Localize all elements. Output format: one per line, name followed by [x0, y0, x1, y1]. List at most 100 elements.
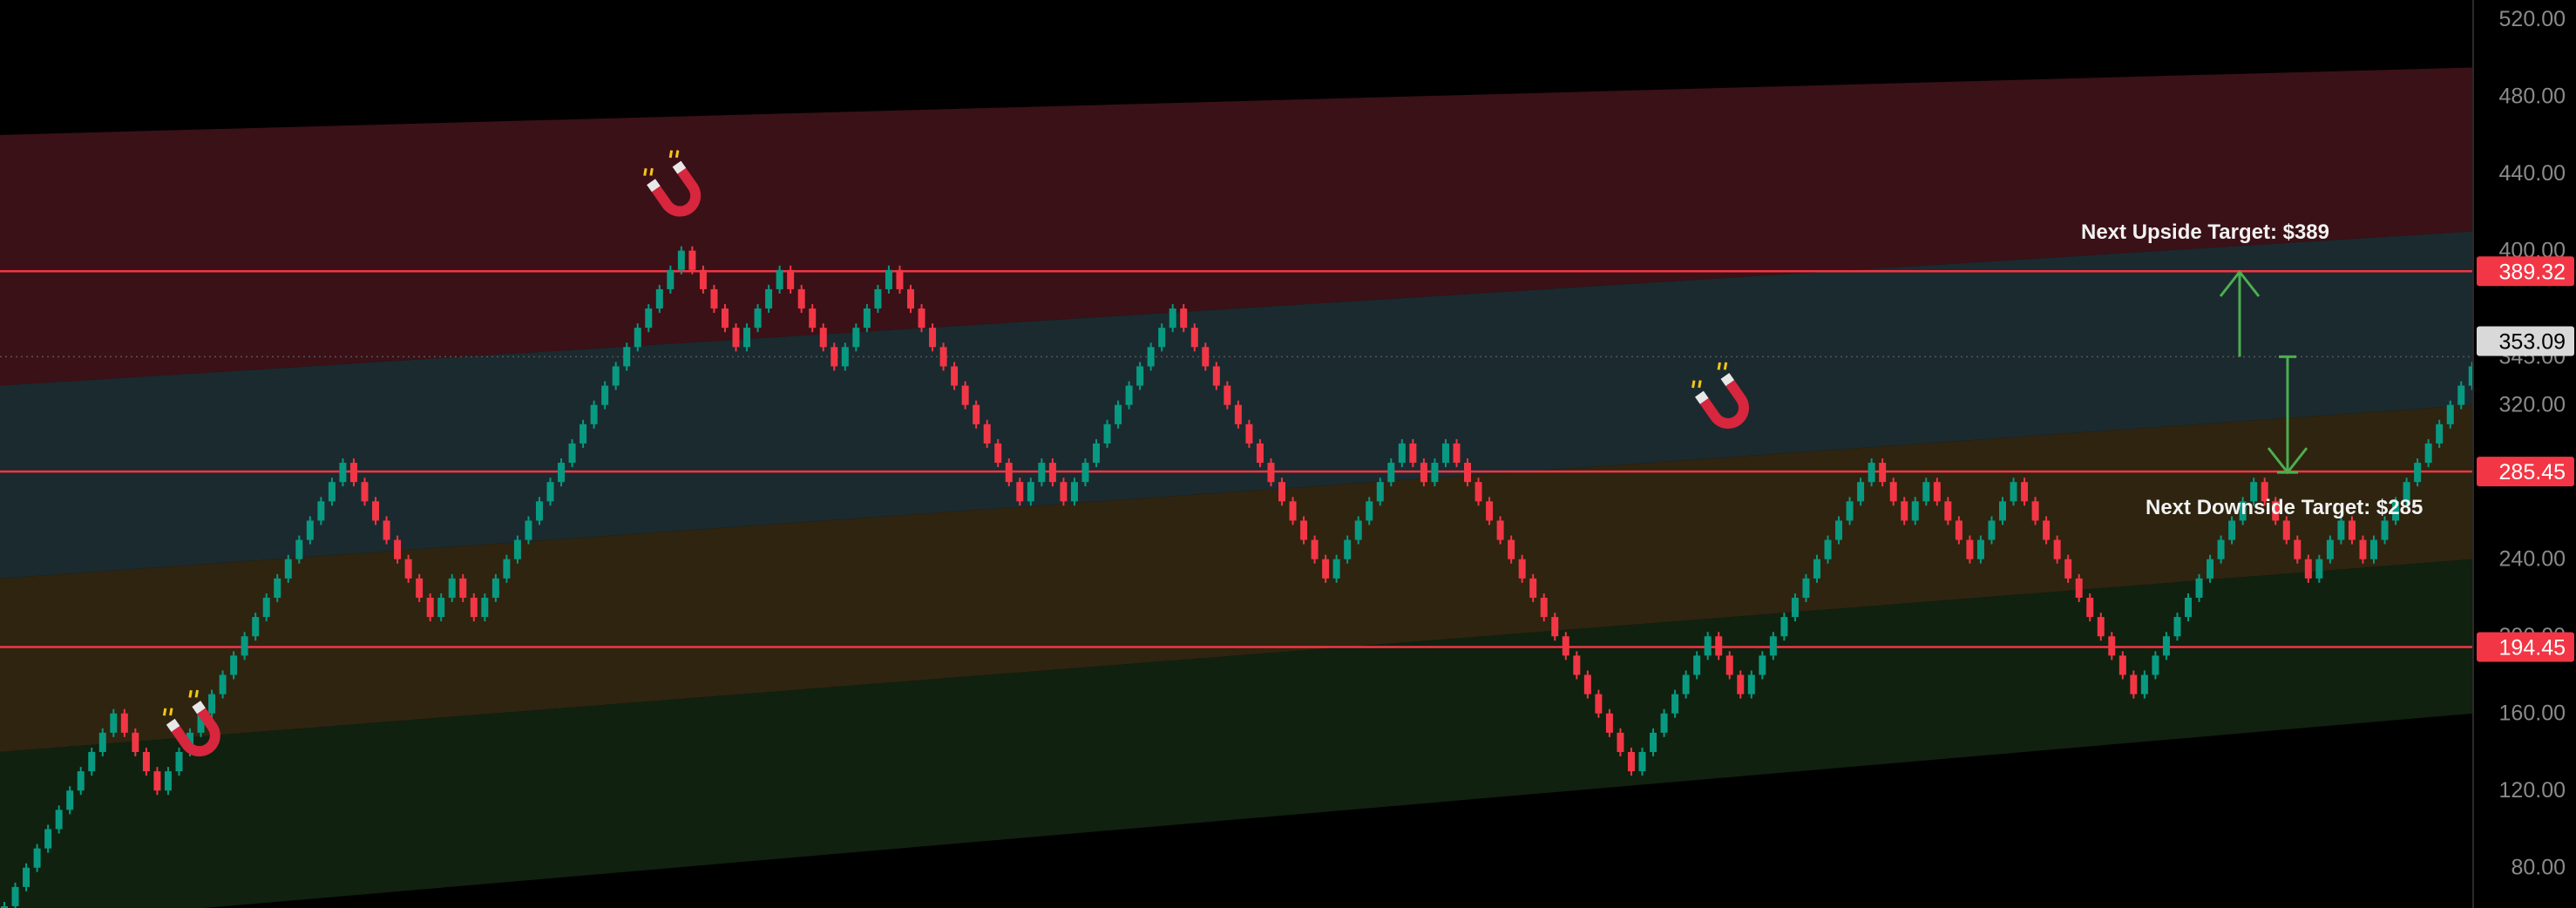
- renko-brick: [77, 771, 85, 791]
- renko-brick: [1278, 482, 1286, 502]
- renko-brick: [372, 501, 380, 521]
- renko-brick: [1846, 501, 1854, 521]
- renko-brick: [1879, 463, 1887, 483]
- renko-brick: [2031, 501, 2039, 521]
- renko-brick: [1224, 385, 1231, 405]
- renko-brick: [1093, 443, 1100, 464]
- renko-brick: [634, 328, 641, 348]
- renko-brick: [973, 404, 980, 424]
- renko-brick: [110, 713, 118, 733]
- renko-brick: [2043, 520, 2051, 540]
- magnet-pole: [672, 160, 687, 174]
- magnet-icon-center: [1691, 362, 1750, 429]
- renko-brick: [470, 597, 478, 618]
- band-amber: [0, 404, 2473, 752]
- renko-brick: [120, 713, 128, 733]
- renko-brick: [1824, 539, 1832, 559]
- renko-brick: [1453, 443, 1461, 464]
- renko-brick: [1245, 424, 1253, 444]
- renko-brick: [197, 713, 205, 733]
- renko-brick: [809, 308, 817, 329]
- renko-brick: [339, 463, 347, 483]
- renko-brick: [230, 655, 238, 675]
- renko-brick: [2162, 636, 2170, 656]
- renko-brick: [1747, 674, 1755, 695]
- renko-brick: [1813, 559, 1820, 579]
- renko-brick: [906, 288, 914, 309]
- renko-brick: [1802, 578, 1810, 598]
- renko-brick: [1976, 539, 1984, 559]
- renko-brick: [765, 288, 773, 309]
- renko-brick: [2010, 482, 2017, 502]
- renko-brick: [612, 366, 620, 386]
- renko-brick: [448, 578, 456, 598]
- renko-brick: [1540, 597, 1548, 618]
- renko-brick: [1366, 501, 1373, 521]
- renko-brick: [252, 617, 260, 637]
- renko-brick: [1944, 501, 1952, 521]
- renko-brick: [426, 597, 434, 618]
- renko-brick: [219, 674, 227, 695]
- renko-brick: [383, 520, 390, 540]
- renko-brick: [1737, 674, 1745, 695]
- renko-brick: [754, 308, 762, 329]
- renko-brick: [1693, 655, 1701, 675]
- renko-brick: [2173, 617, 2181, 637]
- renko-brick: [2282, 520, 2290, 540]
- renko-brick: [667, 269, 675, 289]
- magnet-icon-bottom-left: [162, 689, 220, 757]
- upside-arrow-head: [2219, 269, 2261, 297]
- renko-brick: [1650, 732, 1657, 752]
- renko-brick: [306, 520, 314, 540]
- renko-brick: [623, 347, 631, 367]
- renko-brick: [1595, 694, 1603, 714]
- magnet-spark: [162, 708, 173, 716]
- renko-brick: [1638, 751, 1646, 772]
- renko-brick: [546, 482, 554, 502]
- renko-brick: [2108, 636, 2116, 656]
- magnet-body: [1699, 380, 1750, 429]
- renko-brick: [503, 559, 511, 579]
- renko-brick: [601, 385, 609, 405]
- renko-brick: [1955, 520, 1963, 540]
- renko-brick: [1441, 443, 1449, 464]
- renko-brick: [677, 250, 685, 270]
- renko-brick: [2392, 501, 2400, 521]
- renko-brick: [1398, 443, 1406, 464]
- renko-brick: [1354, 520, 1362, 540]
- renko-brick: [1212, 366, 1220, 386]
- band-red: [0, 67, 2473, 386]
- renko-brick: [1289, 501, 1297, 521]
- renko-brick: [1496, 520, 1504, 540]
- renko-brick: [98, 732, 106, 752]
- renko-brick: [55, 810, 63, 830]
- renko-brick: [1409, 443, 1417, 464]
- renko-brick: [645, 308, 653, 329]
- renko-brick: [1147, 347, 1155, 367]
- renko-brick: [830, 347, 838, 367]
- renko-brick: [1671, 694, 1679, 714]
- renko-brick: [1311, 539, 1319, 559]
- renko-brick: [23, 867, 31, 887]
- renko-brick: [208, 694, 216, 714]
- renko-brick: [11, 886, 19, 906]
- y-tick-label: 440.00: [2499, 161, 2566, 186]
- price-axis[interactable]: 80.00120.00160.00200.00240.00285.45320.0…: [2472, 0, 2576, 908]
- current-price-text: 353.09: [2499, 329, 2566, 354]
- y-tick-label: 80.00: [2511, 856, 2566, 880]
- renko-brick: [1, 906, 8, 908]
- renko-brick: [1267, 463, 1275, 483]
- renko-brick: [1769, 636, 1777, 656]
- renko-brick: [2457, 385, 2465, 405]
- renko-brick: [1048, 463, 1056, 483]
- renko-brick: [1038, 463, 1046, 483]
- renko-brick: [394, 539, 402, 559]
- renko-brick: [1868, 463, 1875, 483]
- renko-brick: [2207, 559, 2214, 579]
- renko-brick: [262, 597, 270, 618]
- renko-brick: [2075, 578, 2083, 598]
- renko-brick: [1922, 482, 1930, 502]
- renko-brick: [317, 501, 325, 521]
- renko-brick: [1125, 385, 1133, 405]
